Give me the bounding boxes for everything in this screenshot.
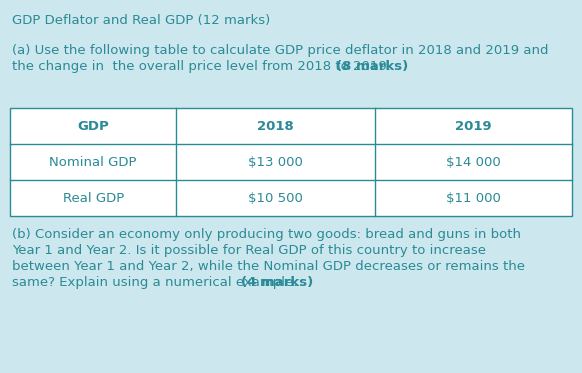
Text: between Year 1 and Year 2, while the Nominal GDP decreases or remains the: between Year 1 and Year 2, while the Nom… xyxy=(12,260,525,273)
Text: (a) Use the following table to calculate GDP price deflator in 2018 and 2019 and: (a) Use the following table to calculate… xyxy=(12,44,548,57)
Text: $13 000: $13 000 xyxy=(248,156,303,169)
Text: (8 marks): (8 marks) xyxy=(336,60,408,73)
Bar xyxy=(10,108,572,216)
Text: the change in  the overall price level from 2018 to 2019.: the change in the overall price level fr… xyxy=(12,60,395,73)
Text: Nominal GDP: Nominal GDP xyxy=(49,156,137,169)
Text: Year 1 and Year 2. Is it possible for Real GDP of this country to increase: Year 1 and Year 2. Is it possible for Re… xyxy=(12,244,486,257)
Text: 2018: 2018 xyxy=(257,119,294,132)
Text: $11 000: $11 000 xyxy=(446,191,501,204)
Text: same? Explain using a numerical example.: same? Explain using a numerical example. xyxy=(12,276,301,289)
Text: GDP: GDP xyxy=(77,119,109,132)
Text: (b) Consider an economy only producing two goods: bread and guns in both: (b) Consider an economy only producing t… xyxy=(12,228,521,241)
Text: $14 000: $14 000 xyxy=(446,156,501,169)
Text: (4 marks): (4 marks) xyxy=(241,276,313,289)
Text: Real GDP: Real GDP xyxy=(63,191,124,204)
Text: GDP Deflator and Real GDP (12 marks): GDP Deflator and Real GDP (12 marks) xyxy=(12,14,270,27)
Text: the change in  the overall price level from 2018 to 2019. (8 marks): the change in the overall price level fr… xyxy=(12,60,459,73)
Text: 2019: 2019 xyxy=(455,119,492,132)
Text: $10 500: $10 500 xyxy=(248,191,303,204)
